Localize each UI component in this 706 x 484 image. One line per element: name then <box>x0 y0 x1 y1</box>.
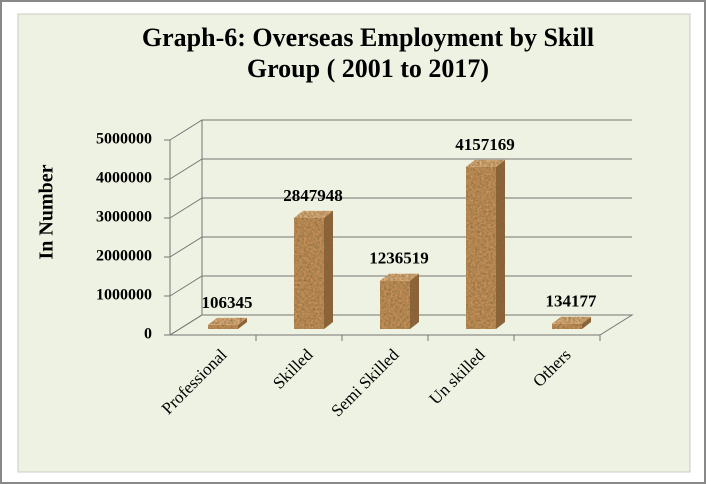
y-tick-label: 2000000 <box>96 248 152 265</box>
bar-top <box>466 159 505 167</box>
bar <box>208 317 247 329</box>
bar-top <box>294 210 333 218</box>
bar-side <box>582 316 591 329</box>
y-tick-label: 1000000 <box>96 287 152 304</box>
y-tick-label: 5000000 <box>96 131 152 148</box>
data-label: 2847948 <box>283 186 343 205</box>
data-label: 1236519 <box>369 249 429 268</box>
bar <box>552 316 591 329</box>
bar-top <box>552 316 591 324</box>
chart-area <box>17 13 691 473</box>
bar-front <box>552 323 582 329</box>
bar <box>294 210 333 329</box>
bar-front <box>208 324 238 329</box>
bar <box>380 273 419 329</box>
chart-title: Graph-6: Overseas Employment by Skill Gr… <box>141 23 595 83</box>
y-tick-label: 4000000 <box>96 170 152 187</box>
grid-line <box>169 158 632 180</box>
y-tick-label: 3000000 <box>96 209 152 226</box>
grid-line <box>169 119 632 141</box>
data-label: 106345 <box>202 293 253 312</box>
bar-top <box>208 317 247 325</box>
bar-side <box>496 159 505 329</box>
data-label: 4157169 <box>455 135 515 154</box>
bar <box>466 159 505 329</box>
y-axis-label: In Number <box>36 164 58 259</box>
bar-side <box>324 210 333 329</box>
bar-side <box>238 317 247 329</box>
bar-front <box>380 280 410 329</box>
data-label: 134177 <box>546 292 598 311</box>
bar-front <box>294 217 324 329</box>
y-tick-label: 0 <box>144 326 152 343</box>
bar-side <box>410 273 419 329</box>
bar-top <box>380 273 419 281</box>
bar-front <box>466 166 496 329</box>
